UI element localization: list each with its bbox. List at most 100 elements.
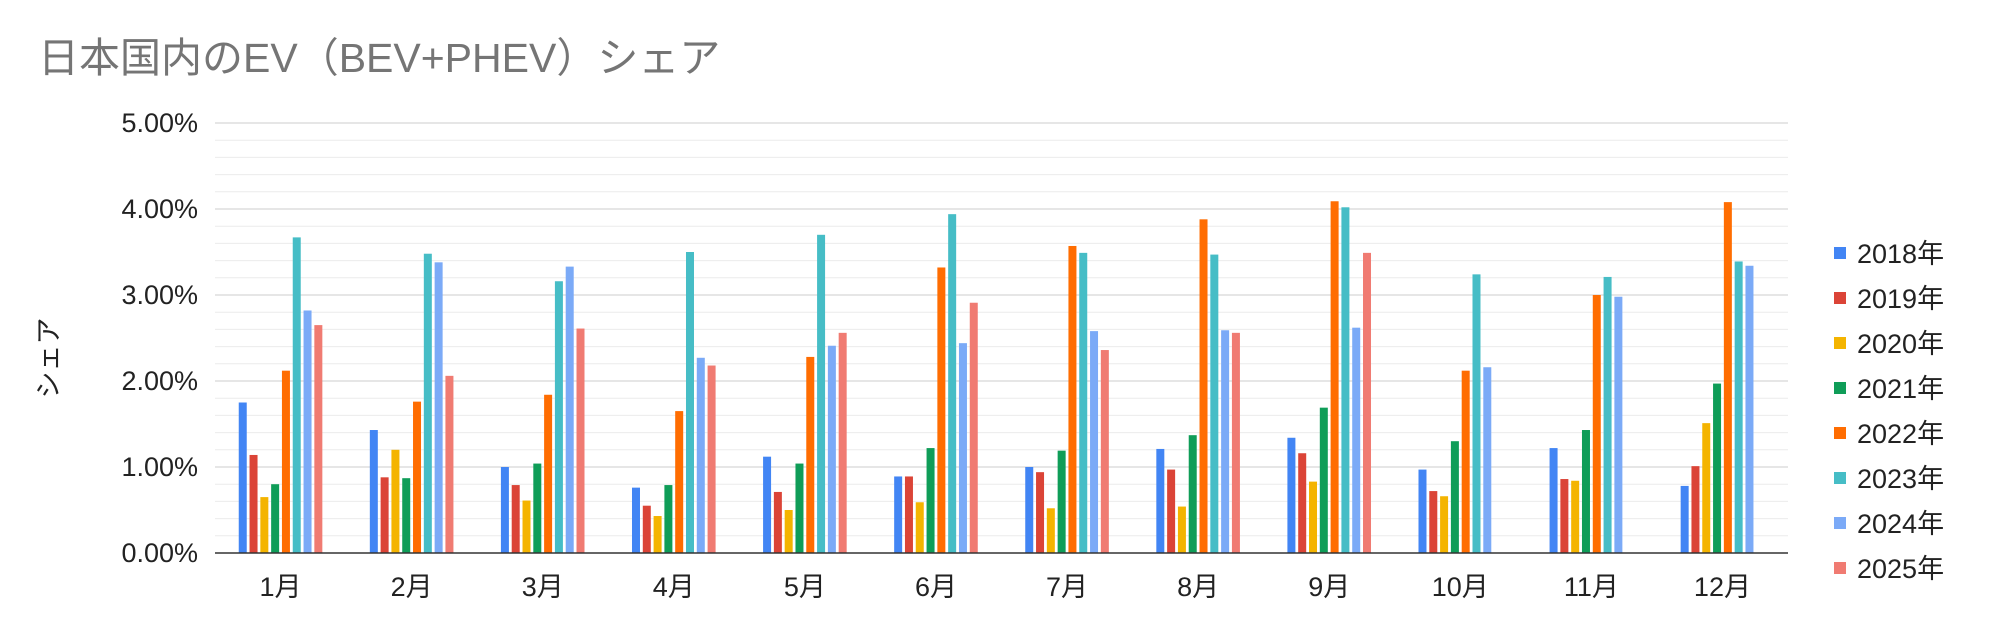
bar — [763, 456, 772, 553]
x-tick-label: 3月 — [522, 572, 564, 602]
legend-label: 2018年 — [1857, 239, 1944, 269]
bar — [817, 234, 826, 554]
bar — [1472, 274, 1481, 553]
bar — [664, 485, 673, 553]
bar — [271, 484, 280, 553]
bar — [281, 370, 290, 553]
bar — [423, 253, 432, 553]
x-tick-label: 1月 — [260, 572, 302, 602]
bar — [1592, 295, 1601, 553]
bar — [533, 463, 542, 553]
bar — [1581, 430, 1590, 553]
bar — [958, 343, 967, 553]
legend-label: 2022年 — [1857, 419, 1944, 449]
bar — [806, 356, 815, 553]
bar — [685, 252, 694, 553]
bar — [1363, 252, 1372, 554]
bar — [1199, 219, 1208, 553]
y-tick-label: 5.00% — [121, 108, 198, 138]
bar — [642, 505, 651, 553]
legend-label: 2020年 — [1857, 329, 1944, 359]
bar — [511, 485, 520, 553]
bar — [1571, 480, 1580, 553]
y-tick-label: 3.00% — [121, 280, 198, 310]
bar — [522, 500, 531, 553]
bar — [1702, 423, 1711, 553]
y-axis-title: シェア — [34, 318, 64, 399]
bar — [1330, 201, 1339, 553]
bar — [1713, 383, 1722, 553]
legend-label: 2025年 — [1857, 554, 1944, 584]
bar — [1560, 479, 1569, 553]
bar — [1090, 331, 1099, 553]
bar — [380, 477, 389, 553]
bar — [1614, 296, 1623, 553]
legend-swatch — [1834, 562, 1846, 574]
legend: 2018年 2019年 2020年 2021年 2022年 2023年 2024年 2025年 — [1834, 239, 1944, 584]
bar — [554, 281, 563, 553]
bar — [937, 267, 946, 553]
bar — [653, 516, 662, 553]
bar — [795, 463, 804, 553]
bar — [773, 491, 782, 553]
bar — [1549, 448, 1558, 553]
bar — [260, 497, 269, 553]
bar — [1440, 496, 1449, 553]
legend-swatch — [1834, 427, 1846, 439]
bar — [1068, 245, 1077, 554]
x-tick-label: 10月 — [1432, 572, 1489, 602]
bar — [784, 510, 793, 553]
x-tick-label: 8月 — [1177, 572, 1219, 602]
bar — [369, 430, 378, 553]
bar — [1450, 441, 1459, 553]
bar — [1723, 202, 1732, 553]
x-tick-label: 4月 — [653, 572, 695, 602]
bar — [1221, 330, 1230, 553]
legend-swatch — [1834, 247, 1846, 259]
bar — [1680, 485, 1689, 553]
bar — [838, 332, 847, 553]
bar — [576, 328, 585, 553]
bar — [402, 478, 411, 553]
x-tick-label: 6月 — [915, 572, 957, 602]
y-tick-label: 0.00% — [121, 538, 198, 568]
bar — [1352, 327, 1361, 553]
bar — [969, 302, 978, 553]
y-tick-label: 4.00% — [121, 194, 198, 224]
bar — [1429, 491, 1438, 553]
bar — [1167, 469, 1176, 553]
bar — [1483, 367, 1492, 553]
bar — [1603, 276, 1612, 553]
bar — [445, 375, 454, 553]
bar — [1319, 407, 1328, 553]
y-tick-label: 1.00% — [121, 452, 198, 482]
bar — [696, 357, 705, 553]
bar — [292, 237, 301, 553]
legend-swatch — [1834, 292, 1846, 304]
bar — [1461, 370, 1470, 553]
bar — [544, 394, 553, 553]
bar — [707, 365, 716, 553]
bar — [249, 454, 258, 553]
bar — [1188, 435, 1197, 553]
bar — [1298, 453, 1307, 553]
x-tick-label: 5月 — [784, 572, 826, 602]
bar — [238, 402, 247, 553]
bar — [434, 262, 443, 553]
bar — [565, 266, 574, 553]
bar — [413, 401, 422, 553]
bar — [1341, 207, 1350, 553]
bar — [926, 448, 935, 553]
bar — [1036, 472, 1045, 553]
legend-swatch — [1834, 472, 1846, 484]
bar — [303, 310, 312, 553]
bar — [500, 467, 509, 553]
y-tick-label: 2.00% — [121, 366, 198, 396]
y-axis-ticks: 0.00% 1.00% 2.00% 3.00% 4.00% 5.00% — [121, 108, 198, 568]
bar — [1100, 350, 1109, 553]
bar — [1046, 508, 1055, 553]
legend-label: 2023年 — [1857, 464, 1944, 494]
bar — [894, 476, 903, 553]
bar — [675, 411, 684, 553]
